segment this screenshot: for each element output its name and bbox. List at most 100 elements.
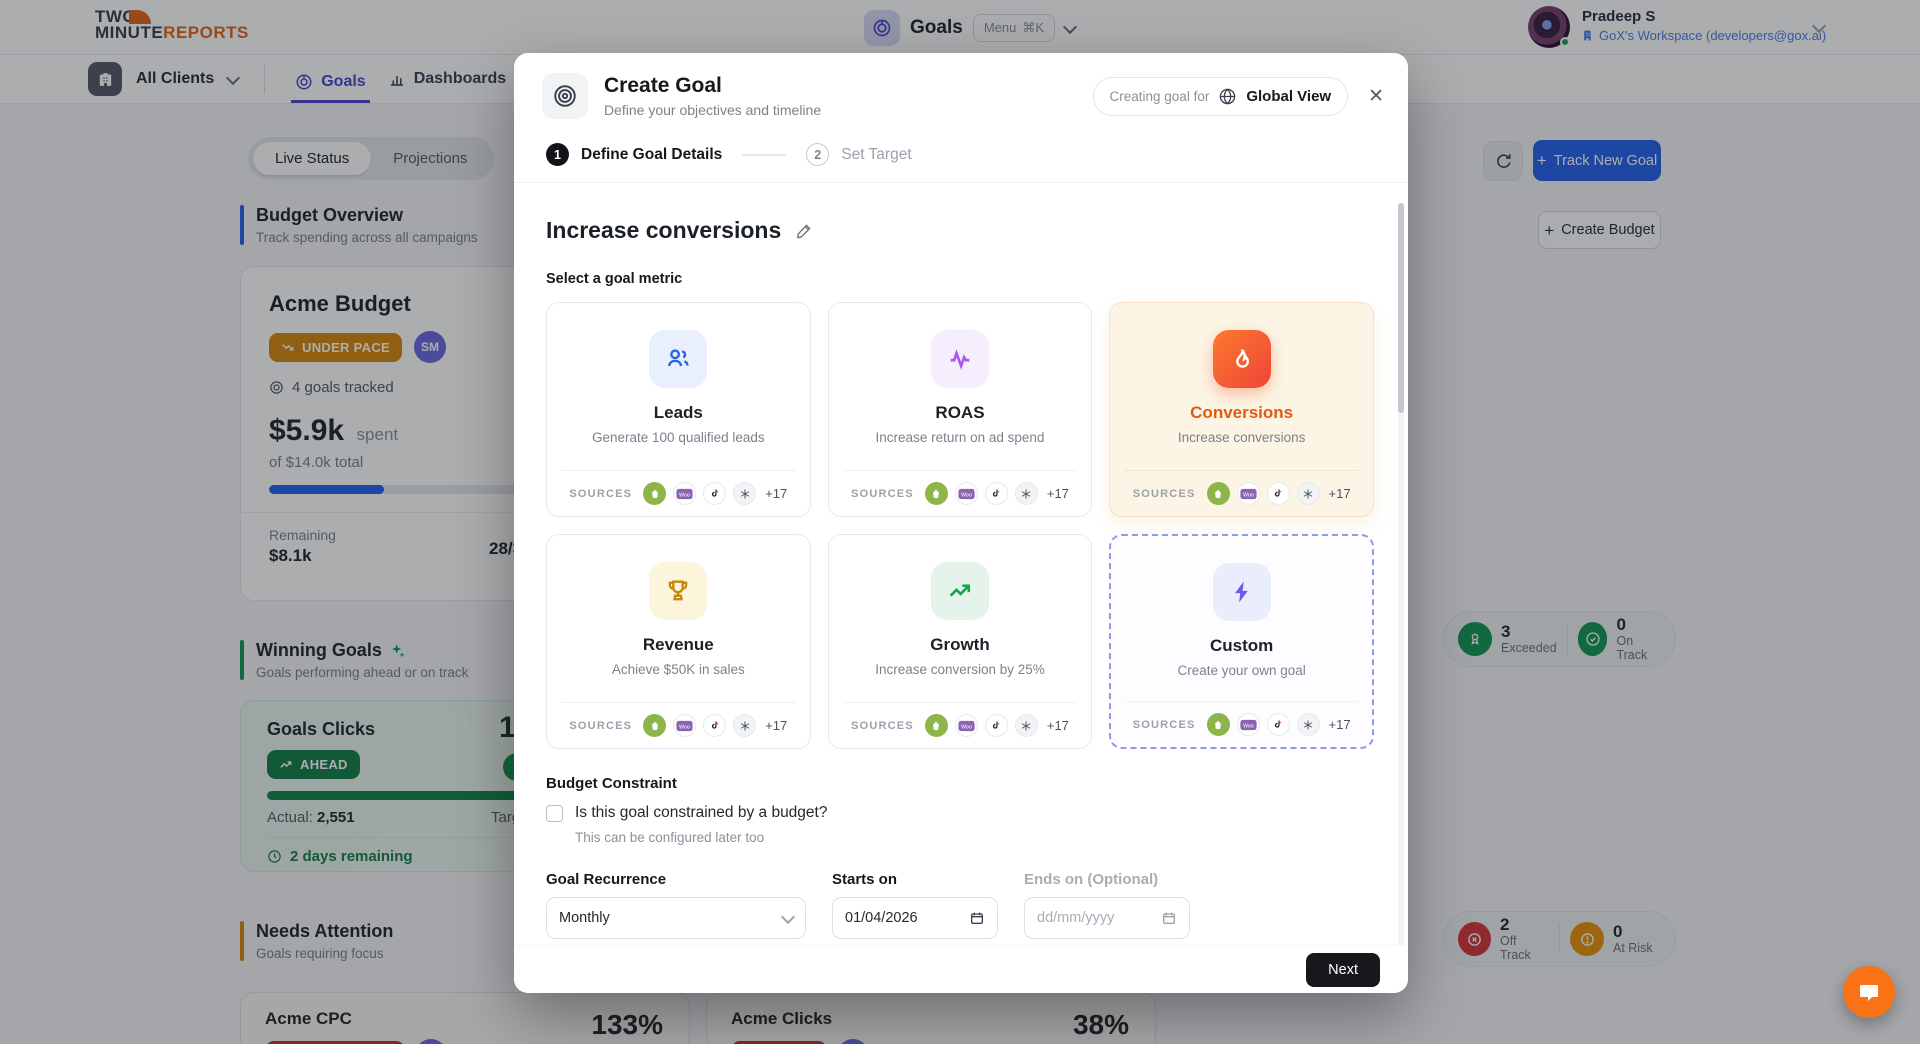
openai-icon [1014,482,1038,505]
goal-percent: 38% [1072,1009,1129,1040]
create-budget-button[interactable]: + Create Budget [1538,211,1661,249]
modal-body: Increase conversions Select a goal metri… [514,195,1408,945]
tab-dashboards[interactable]: Dashboards [384,62,510,96]
section-subtitle: Goals performing ahead or on track [256,665,469,680]
openai-icon [733,714,757,737]
trend-up-icon [930,562,989,620]
section-title: Budget Overview [256,205,404,225]
winning-goals-header: Winning Goals Goals performing ahead or … [240,640,468,680]
building-icon [1584,30,1591,41]
edit-pencil-icon[interactable] [795,221,814,240]
metric-card-growth[interactable]: Growth Increase conversion by 25% SOURCE… [827,534,1093,749]
goal-percent: 133% [591,1009,663,1040]
remaining-value: $8.1k [269,546,312,565]
budget-constraint-checkbox[interactable] [546,804,563,822]
section-subtitle: Track spending across all campaigns [256,230,478,245]
attention-goal-card[interactable]: Acme Clicks BEHIND SM 38% [706,992,1156,1044]
shopify-icon [643,714,667,737]
attention-goal-card[interactable]: Acme CPC OVER TARGET SM 133% [240,992,690,1044]
clients-icon [88,62,122,96]
trend-up-icon [280,760,292,768]
section-accent [240,640,244,680]
top-bar: TWO MINUTEREPORTS Goals Menu ⌘K Pradeep S… [0,0,1920,55]
behind-badge: BEHIND [731,1040,827,1044]
ahead-badge: AHEAD [267,750,360,779]
step-2-label: Set Target [841,145,912,163]
globe-icon [1220,87,1236,105]
metric-grid: Leads Generate 100 qualified leads SOURC… [546,302,1374,749]
woocommerce-icon: Woo [954,482,978,505]
app-logo: TWO MINUTEREPORTS [95,7,249,43]
chat-launcher-button[interactable] [1843,966,1895,1018]
svg-text:Woo: Woo [679,724,690,730]
refresh-button[interactable] [1483,141,1523,181]
scope-value: Global View [1246,87,1332,105]
calendar-icon [1163,912,1175,924]
metric-card-conversions[interactable]: Conversions Increase conversions SOURCES… [1109,302,1374,517]
tab-goals[interactable]: Goals [291,65,370,103]
modal-scrollbar-thumb[interactable] [1398,203,1404,413]
goal-name-title: Increase conversions [546,217,782,243]
modal-scrollbar-track[interactable] [1398,203,1404,963]
days-fragment: 28/3 [489,539,523,558]
ends-on-label: Ends on (Optional) [1024,871,1159,888]
svg-text:Woo: Woo [961,724,972,730]
budget-constraint-question: Is this goal constrained by a budget? [575,804,828,821]
step-1-label: Define Goal Details [581,145,723,163]
starts-on-input[interactable]: 01/04/2026 [832,897,998,939]
tiktok-icon [984,714,1008,737]
user-name: Pradeep S [1582,8,1656,25]
budget-constraint-note: This can be configured later too [575,830,765,845]
shopify-icon [1206,713,1230,736]
tiktok-icon [984,482,1008,505]
metric-card-roas[interactable]: ROAS Increase return on ad spend SOURCES… [827,302,1093,517]
scope-pill[interactable]: Creating goal for Global View [1092,76,1349,116]
goal-stats-top: 3 Exceeded 0 On Track [1443,611,1676,667]
tiktok-icon [703,714,727,737]
tiktok-icon [1266,713,1290,736]
spent-amount: $5.9k [269,414,345,447]
ends-on-input[interactable]: dd/mm/yyyy [1024,897,1190,939]
metric-card-custom[interactable]: Custom Create your own goal SOURCES Woo … [1109,534,1374,749]
menu-shortcut-badge[interactable]: Menu ⌘K [972,14,1056,42]
metric-card-leads[interactable]: Leads Generate 100 qualified leads SOURC… [546,302,811,517]
toggle-projections[interactable]: Projections [393,150,468,167]
section-accent [240,205,244,245]
sources-row: SOURCES Woo +17 [1124,470,1359,516]
shopify-icon [924,482,948,505]
create-goal-modal: Create Goal Define your objectives and t… [514,53,1408,993]
all-clients-selector[interactable]: All Clients [136,70,215,87]
close-icon[interactable]: ✕ [1368,85,1384,107]
svg-text:Woo: Woo [1243,492,1254,498]
sources-row: SOURCES Woo +17 [842,702,1078,748]
sources-row: SOURCES Woo +17 [842,470,1078,516]
select-metric-label: Select a goal metric [546,271,683,287]
openai-icon [1014,714,1038,737]
goals-tab-icon [296,74,312,90]
flame-icon [1212,330,1271,388]
track-new-goal-button[interactable]: + Track New Goal [1533,140,1661,181]
tiktok-icon [703,482,727,505]
woocommerce-icon: Woo [954,714,978,737]
user-menu[interactable]: Pradeep S GoX's Workspace (developers@go… [1528,6,1826,48]
page-context-switcher[interactable]: Goals Menu ⌘K [864,10,1078,46]
next-button[interactable]: Next [1306,952,1380,987]
dashboards-tab-icon [390,76,403,86]
chat-icon [1860,985,1878,1001]
metric-card-revenue[interactable]: Revenue Achieve $50K in sales SOURCES Wo… [546,534,811,749]
exceeded-medal-icon [1458,622,1492,656]
woocommerce-icon: Woo [673,482,697,505]
modal-title: Create Goal [604,74,722,97]
off-track-x-icon [1458,922,1491,956]
step-1-number: 1 [546,143,569,166]
recurrence-label: Goal Recurrence [546,871,667,888]
target-fragment: Targ [491,809,521,826]
divider [264,64,266,94]
online-status-dot [1560,37,1570,47]
bolt-icon [1212,563,1271,621]
toggle-live-status[interactable]: Live Status [253,142,372,175]
on-track-check-icon [1577,622,1608,656]
recurrence-select[interactable]: Monthly [546,897,806,939]
woocommerce-icon: Woo [1236,482,1260,505]
goal-stats-bottom: 2 Off Track 0 At Risk [1443,911,1676,967]
